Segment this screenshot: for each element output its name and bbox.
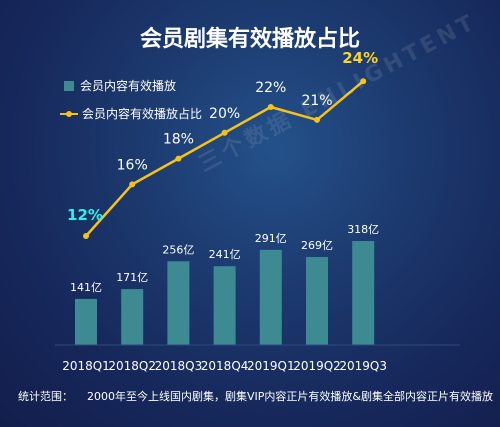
bar (167, 261, 190, 345)
line-points (83, 78, 367, 239)
chart-title: 会员剧集有效播放占比 (140, 26, 360, 52)
x-tick-label: 2018Q4 (201, 359, 249, 373)
line-value-label: 18% (163, 132, 194, 148)
x-tick-label: 2018Q2 (108, 359, 156, 373)
bar-value-label: 241亿 (209, 248, 241, 261)
line-point (267, 104, 274, 110)
legend-bar-swatch (64, 81, 74, 91)
x-tick-label: 2018Q1 (62, 359, 110, 373)
line-value-label: 12% (67, 206, 103, 224)
line-point (129, 181, 136, 188)
bar (121, 289, 144, 345)
bar (213, 266, 236, 345)
legend: 会员内容有效播放 会员内容有效播放占比 (60, 78, 202, 121)
x-tick-label: 2019Q3 (339, 359, 387, 373)
bar-value-label: 269亿 (301, 239, 333, 252)
bar-value-label: 291亿 (255, 232, 287, 245)
line-point (314, 116, 320, 123)
bar-value-label: 171亿 (116, 271, 148, 284)
bar-value-labels: 141亿 171亿 256亿 241亿 291亿 269亿 318亿 (70, 223, 379, 294)
bar (259, 249, 282, 345)
line-value-label: 24% (342, 49, 378, 67)
line-point (221, 129, 228, 136)
bar-series (75, 241, 375, 345)
line-value-label: 22% (255, 80, 286, 96)
line-value-label: 16% (117, 157, 148, 173)
line-value-label: 21% (301, 93, 332, 109)
bar (306, 257, 328, 345)
line-point (175, 155, 182, 162)
x-axis-tick-labels: 2018Q12018Q22018Q32018Q42019Q12019Q22019… (62, 359, 387, 373)
line-point (83, 233, 89, 239)
footnote-label: 统计范围： (18, 390, 73, 403)
bar-value-label: 318亿 (347, 223, 379, 236)
x-tick-label: 2019Q1 (247, 359, 295, 373)
legend-line-label: 会员内容有效播放占比 (82, 106, 202, 121)
x-tick-label: 2018Q3 (155, 359, 203, 373)
bar (75, 298, 97, 345)
footnote-text: 2000年至今上线国内剧集，剧集VIP内容正片有效播放&剧集全部内容正片有效播放 (87, 390, 493, 403)
line-value-label: 20% (209, 106, 240, 122)
legend-bar-label: 会员内容有效播放 (80, 78, 176, 93)
bar-value-label: 141亿 (70, 281, 102, 294)
line-value-labels: 12% 16% 18% 20% 22% 21% 24% (67, 49, 378, 224)
bar (352, 241, 375, 345)
footnote: 统计范围： 2000年至今上线国内剧集，剧集VIP内容正片有效播放&剧集全部内容正… (18, 388, 493, 404)
x-tick-label: 2019Q2 (293, 359, 341, 373)
bar-value-label: 256亿 (162, 243, 194, 256)
line-point (360, 78, 367, 85)
legend-line-marker (66, 111, 72, 117)
